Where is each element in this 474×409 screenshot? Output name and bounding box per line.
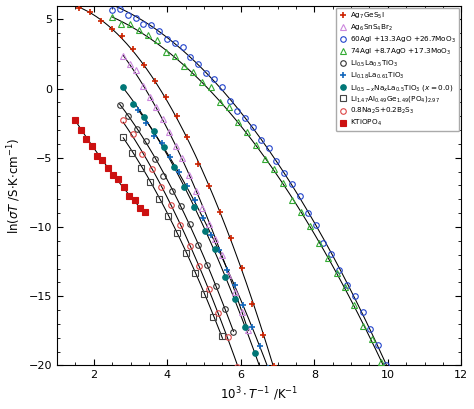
Y-axis label: $\ln(\sigma T$ /S$\cdot$K$\cdot$cm$^{-1}$): $\ln(\sigma T$ /S$\cdot$K$\cdot$cm$^{-1}… — [6, 137, 23, 234]
X-axis label: $10^3\cdot T^{-1}$ /K$^{-1}$: $10^3\cdot T^{-1}$ /K$^{-1}$ — [220, 386, 299, 403]
Legend: Ag$_7$GeS$_5$I, Ag$_6$SnS$_4$Br$_2$, 60AgI +13.3AgO +26.7MoO$_3$, 74AgI +8.7AgO : Ag$_7$GeS$_5$I, Ag$_6$SnS$_4$Br$_2$, 60A… — [336, 8, 459, 131]
